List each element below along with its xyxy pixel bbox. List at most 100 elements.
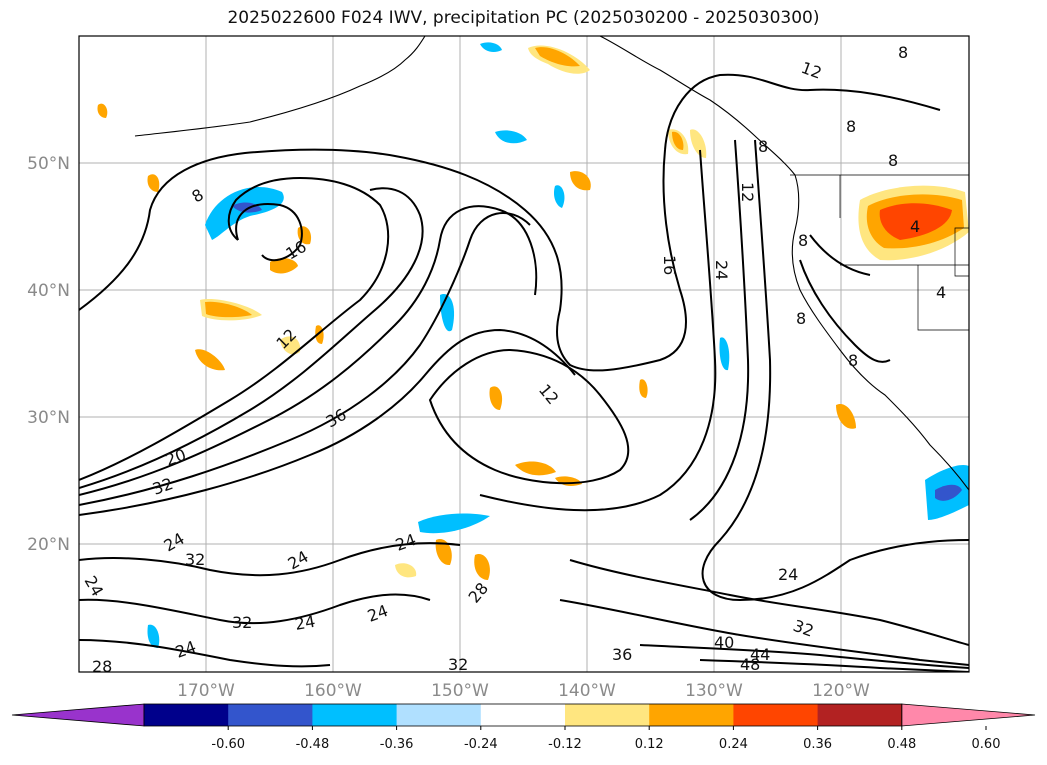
colorbar-segment: [228, 704, 313, 726]
iwv-contours: [79, 73, 969, 672]
contour-label: 8: [846, 117, 856, 136]
contour-label: 12: [738, 182, 757, 202]
contour-24-west: [79, 542, 461, 577]
contour-24: [79, 205, 538, 496]
colorbar: -0.60 -0.48 -0.36 -0.24 -0.12 0.12 0.24 0.36 0.4…: [11, 703, 1036, 752]
colorbar-segment: [733, 704, 819, 726]
lon-label-170w: 170°W: [177, 681, 235, 701]
precip-blob: [489, 386, 503, 410]
precip-blob-negative-core: [935, 484, 962, 501]
precip-blob: [836, 403, 856, 429]
colorbar-tick-label: -0.12: [548, 737, 582, 752]
precip-blob: [570, 171, 591, 191]
contour-label: 32: [185, 550, 205, 569]
colorbar-tick-label: 0.24: [719, 737, 748, 752]
precip-blob: [672, 131, 684, 150]
colorbar-tick-label: -0.48: [296, 737, 330, 752]
contour-8: [79, 73, 941, 372]
contour-label: 8: [848, 351, 858, 370]
contour-32-south: [569, 559, 969, 646]
colorbar-segment: [144, 704, 229, 726]
colorbar-tick-label: -0.36: [380, 737, 414, 752]
contour-label: 8: [798, 231, 808, 250]
contour-label: 8: [898, 43, 908, 62]
contour-label: 40: [714, 633, 734, 652]
precip-blob-negative: [480, 42, 502, 52]
lat-label-50n: 50°N: [27, 154, 70, 174]
longitude-labels: 170°W 160°W 150°W 140°W 130°W 120°W: [177, 681, 870, 701]
contour-label: 32: [448, 655, 468, 674]
contour-44: [699, 659, 969, 672]
map-background: [79, 36, 969, 672]
lon-label-120w: 120°W: [812, 681, 870, 701]
lon-label-150w: 150°W: [431, 681, 489, 701]
contour-label: 24: [712, 260, 731, 280]
contour-label: 8: [758, 137, 768, 156]
precip-blob: [690, 129, 707, 158]
contour-32: [79, 328, 576, 516]
contour-8-coast: [799, 259, 891, 363]
colorbar-segment: [649, 704, 734, 726]
north-america-coast: [599, 36, 969, 491]
precip-blob: [147, 174, 160, 192]
contour-16: [235, 203, 303, 262]
contour-24-east: [689, 139, 750, 521]
precip-blob-negative: [147, 624, 160, 648]
contour-label: 32: [232, 613, 252, 632]
lon-label-130w: 130°W: [685, 681, 743, 701]
contour-label: 24: [293, 612, 316, 634]
contour-36: [559, 599, 969, 666]
colorbar-extend-low: [11, 703, 145, 727]
contour-16-east: [479, 149, 717, 512]
contour-label: 44: [750, 645, 770, 664]
contour-label: 28: [92, 657, 112, 676]
precip-blob: [280, 336, 301, 355]
precip-shading: [97, 42, 969, 648]
precip-blob: [879, 203, 952, 240]
map-border: [78, 35, 970, 673]
colorbar-border: [143, 703, 903, 727]
contour-24-south: [701, 139, 969, 602]
colorbar-extend-high: [901, 703, 1036, 727]
precip-blob: [435, 539, 452, 566]
precip-blob: [474, 554, 490, 580]
contour-20: [79, 187, 424, 489]
contour-12: [79, 176, 390, 481]
precip-blob: [395, 563, 417, 578]
precip-blob-negative: [205, 187, 284, 240]
contour-label: 4: [936, 283, 946, 302]
chart-title: 2025022600 F024 IWV, precipitation PC (2…: [227, 8, 820, 28]
precip-blob-negative: [418, 513, 490, 534]
contour-28: [79, 212, 531, 506]
lat-label-20n: 20°N: [27, 535, 70, 555]
contour-label: 48: [740, 655, 760, 674]
lon-label-160w: 160°W: [304, 681, 362, 701]
contour-label: 24: [778, 565, 798, 584]
contour-8-coast-2: [809, 234, 871, 276]
precip-blob-negative: [553, 185, 565, 208]
colorbar-tick-label: 0.36: [803, 737, 832, 752]
colorbar-segment: [312, 704, 398, 726]
precip-blob: [535, 47, 580, 67]
precip-blob: [515, 461, 556, 476]
contour-label: 8: [796, 309, 806, 328]
contour-label: 36: [612, 645, 632, 664]
colorbar-tick-label: 0.48: [887, 737, 916, 752]
contour-label: 16: [660, 255, 679, 275]
precip-blob: [205, 301, 252, 318]
colorbar-segment: [565, 704, 650, 726]
contour-label: 4: [910, 217, 920, 236]
colorbar-segment: [480, 704, 566, 726]
colorbar-tick-label: -0.60: [211, 737, 245, 752]
contour-28-west: [79, 639, 331, 668]
contour-40: [639, 644, 969, 669]
colorbar-tick-label: 0.12: [635, 737, 664, 752]
contour-12-inner: [428, 348, 630, 485]
aleutian-alaska-coast: [134, 36, 426, 137]
lon-label-140w: 140°W: [558, 681, 616, 701]
state-borders: [790, 174, 969, 331]
colorbar-tick-label: 0.60: [972, 737, 1001, 752]
precip-blob: [195, 349, 225, 371]
precip-blob: [270, 258, 298, 274]
